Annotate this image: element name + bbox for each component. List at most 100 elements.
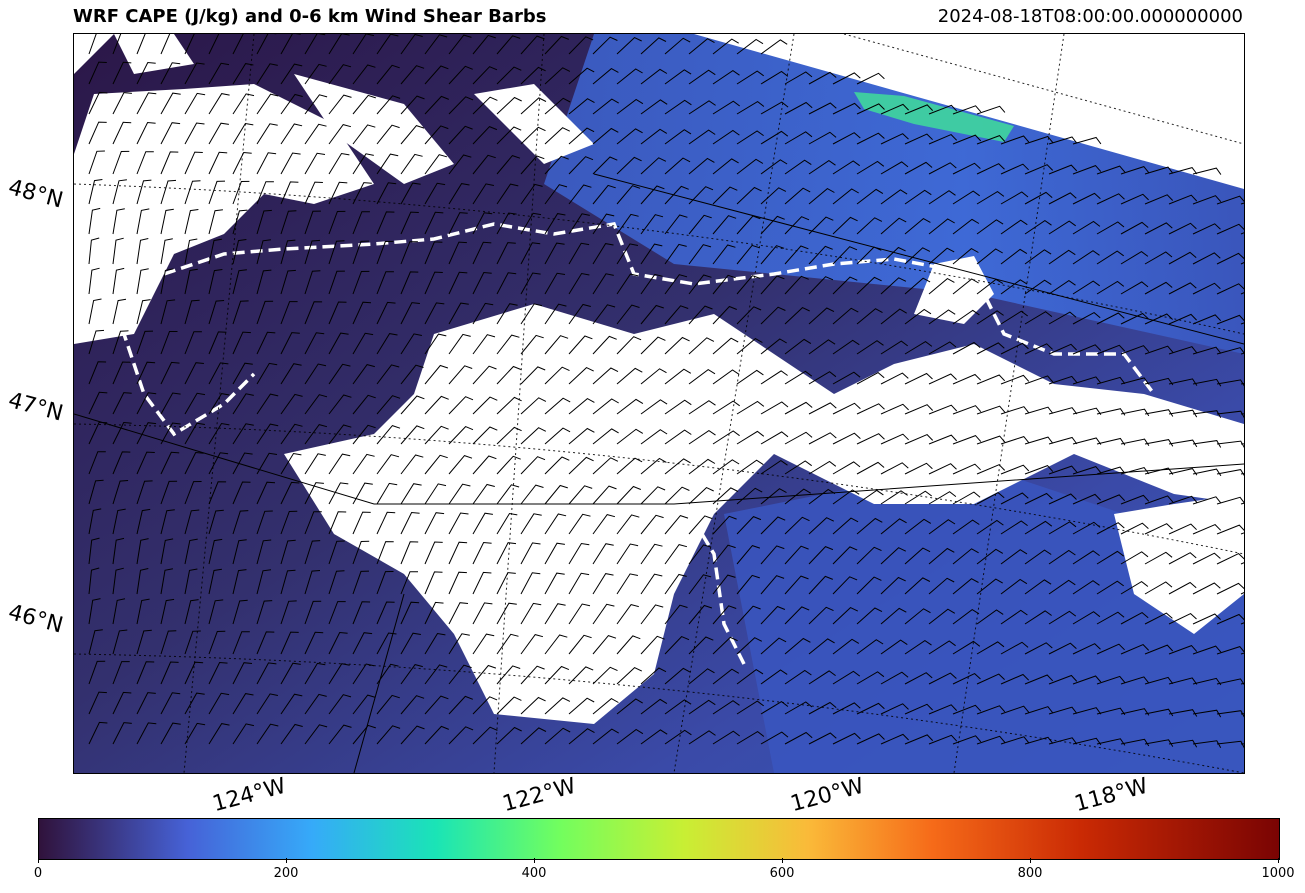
wind-barb bbox=[496, 455, 521, 475]
wind-barb bbox=[1192, 410, 1222, 418]
wind-barb bbox=[160, 509, 175, 535]
wind-barb bbox=[928, 277, 955, 295]
wind-barb bbox=[1000, 464, 1030, 475]
wind-barb bbox=[688, 69, 716, 85]
wind-barb bbox=[232, 63, 254, 85]
wind-barb bbox=[832, 607, 859, 625]
wind-barb bbox=[928, 577, 955, 595]
wind-barb bbox=[760, 338, 787, 355]
wind-barb bbox=[832, 276, 858, 295]
wind-barb bbox=[520, 242, 541, 265]
wind-barb bbox=[304, 63, 327, 85]
wind-barb bbox=[1024, 706, 1054, 715]
wind-barb bbox=[496, 426, 522, 445]
wind-barb bbox=[544, 727, 571, 745]
wind-barb bbox=[760, 700, 789, 715]
lat-label-48: 48°N bbox=[5, 175, 66, 214]
wind-barb bbox=[928, 404, 958, 415]
wind-barb bbox=[952, 190, 980, 205]
wind-barb bbox=[976, 548, 1004, 565]
wind-barb bbox=[712, 574, 736, 595]
wind-barb bbox=[184, 238, 198, 265]
wind-barb bbox=[544, 303, 567, 325]
wind-barb bbox=[1168, 677, 1198, 685]
wind-barb bbox=[1048, 343, 1077, 355]
wind-barb bbox=[616, 185, 641, 205]
wind-barb bbox=[568, 485, 593, 505]
wind-barb bbox=[328, 570, 345, 595]
wind-barb bbox=[1000, 520, 1028, 535]
wind-barb bbox=[400, 182, 421, 205]
wind-barb bbox=[352, 453, 375, 475]
wind-barb bbox=[208, 452, 229, 475]
wind-barb bbox=[1096, 280, 1125, 295]
wind-barb bbox=[616, 304, 640, 325]
wind-barb bbox=[568, 542, 590, 565]
wind-barb bbox=[88, 451, 106, 475]
wind-barb bbox=[736, 605, 761, 625]
wind-barb bbox=[208, 509, 224, 535]
wind-barb bbox=[1144, 313, 1173, 325]
wind-barb bbox=[1072, 675, 1102, 685]
wind-barb bbox=[568, 397, 595, 415]
wind-barb bbox=[112, 150, 130, 175]
wind-barb bbox=[160, 722, 181, 745]
wind-barb bbox=[592, 367, 619, 385]
wind-barb bbox=[352, 240, 370, 265]
wind-barb bbox=[280, 239, 296, 265]
wind-barb bbox=[1168, 645, 1198, 655]
wind-barb bbox=[856, 546, 882, 565]
wind-barb bbox=[112, 34, 122, 55]
wind-barb bbox=[808, 245, 833, 265]
wind-barb bbox=[112, 392, 132, 415]
wind-barb bbox=[928, 704, 958, 715]
wind-barb bbox=[832, 160, 860, 175]
wind-barb bbox=[136, 61, 156, 85]
wind-barb bbox=[592, 428, 619, 445]
wind-barb bbox=[448, 65, 473, 85]
wind-barb bbox=[688, 636, 714, 655]
wind-barb bbox=[880, 490, 908, 505]
wind-barb bbox=[640, 399, 668, 415]
wind-barb bbox=[280, 723, 303, 745]
wind-barb bbox=[304, 631, 324, 655]
wind-barb bbox=[880, 433, 909, 445]
wind-barb bbox=[976, 374, 1006, 385]
wind-barb bbox=[496, 242, 516, 265]
wind-barb bbox=[1216, 646, 1244, 655]
wind-barb bbox=[592, 243, 614, 265]
wind-barb bbox=[736, 244, 760, 265]
wind-barb bbox=[1168, 313, 1197, 325]
wind-barb bbox=[1192, 709, 1222, 718]
wind-barb bbox=[904, 434, 934, 445]
wind-barb bbox=[784, 516, 810, 535]
wind-barb bbox=[328, 301, 347, 325]
wind-barb bbox=[952, 134, 982, 145]
wind-barb bbox=[1120, 467, 1150, 475]
wind-barb bbox=[136, 299, 151, 325]
wind-barb bbox=[256, 93, 279, 115]
wind-barb bbox=[328, 94, 352, 115]
wind-barb bbox=[856, 489, 884, 505]
wind-barb bbox=[520, 155, 545, 175]
wind-barb bbox=[712, 730, 740, 745]
wind-barb bbox=[712, 274, 736, 295]
wind-barb bbox=[736, 668, 764, 685]
wind-barb bbox=[1048, 493, 1077, 505]
wind-barb bbox=[280, 423, 303, 445]
map-panel[interactable] bbox=[73, 33, 1245, 774]
wind-barb bbox=[496, 365, 522, 385]
wind-barb bbox=[328, 394, 352, 415]
wind-barb bbox=[424, 571, 443, 595]
wind-barb bbox=[664, 667, 691, 685]
wind-barb bbox=[520, 66, 546, 85]
wind-barb bbox=[472, 396, 498, 415]
wind-barb bbox=[928, 519, 956, 535]
wind-barb bbox=[952, 463, 981, 475]
wind-barb bbox=[1096, 707, 1126, 716]
wind-barb bbox=[352, 724, 376, 745]
wind-barb bbox=[424, 541, 443, 565]
wind-barb bbox=[544, 665, 570, 685]
wind-barb bbox=[1096, 193, 1125, 205]
wind-barb bbox=[376, 395, 401, 415]
